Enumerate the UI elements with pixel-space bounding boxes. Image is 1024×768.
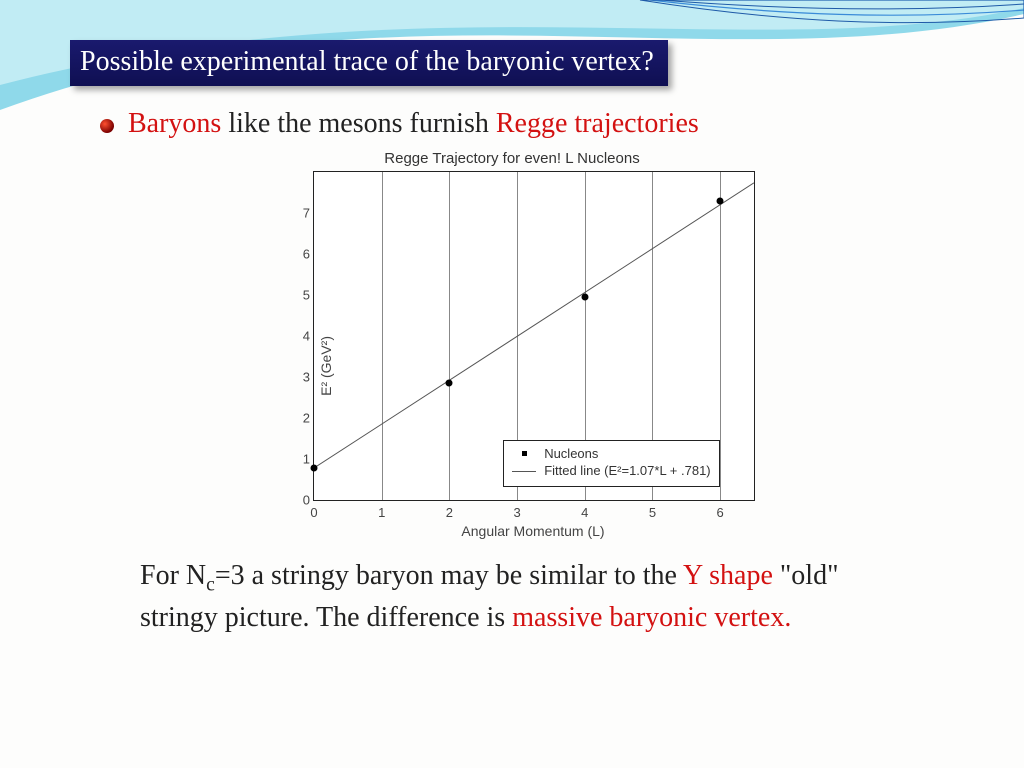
ytick-label: 0 xyxy=(286,493,310,508)
ytick-label: 3 xyxy=(286,370,310,385)
slide-title: Possible experimental trace of the baryo… xyxy=(70,40,668,86)
ytick-label: 4 xyxy=(286,329,310,344)
ytick-label: 1 xyxy=(286,452,310,467)
ytick-label: 6 xyxy=(286,247,310,262)
xtick-label: 2 xyxy=(446,505,453,520)
xtick-label: 1 xyxy=(378,505,385,520)
chart-plot-area: E² (GeV²) 012345601234567NucleonsFitted … xyxy=(313,171,755,501)
chart-title: Regge Trajectory for even! L Nucleons xyxy=(257,150,767,167)
ytick-label: 5 xyxy=(286,288,310,303)
bullet-text-regge: Regge trajectories xyxy=(496,108,699,139)
data-point xyxy=(446,380,453,387)
xtick-label: 6 xyxy=(717,505,724,520)
xtick-label: 3 xyxy=(513,505,520,520)
data-point xyxy=(717,197,724,204)
regge-chart: Regge Trajectory for even! L Nucleons E²… xyxy=(257,150,767,539)
ytick-label: 7 xyxy=(286,206,310,221)
chart-xlabel: Angular Momentum (L) xyxy=(313,523,753,539)
data-point xyxy=(311,465,318,472)
bottom-paragraph: For Nc=3 a stringy baryon may be similar… xyxy=(140,557,914,637)
xtick-label: 5 xyxy=(649,505,656,520)
xtick-label: 4 xyxy=(581,505,588,520)
chart-legend: NucleonsFitted line (E²=1.07*L + .781) xyxy=(503,440,719,487)
ytick-label: 2 xyxy=(286,411,310,426)
data-point xyxy=(581,294,588,301)
xtick-label: 0 xyxy=(310,505,317,520)
bullet-line: Baryons like the mesons furnish Regge tr… xyxy=(100,108,974,140)
chart-ylabel: E² (GeV²) xyxy=(318,336,334,396)
bullet-text-baryons: Baryons xyxy=(128,108,221,139)
bullet-icon xyxy=(100,119,114,133)
bullet-text-mid: like the mesons furnish xyxy=(221,108,496,139)
